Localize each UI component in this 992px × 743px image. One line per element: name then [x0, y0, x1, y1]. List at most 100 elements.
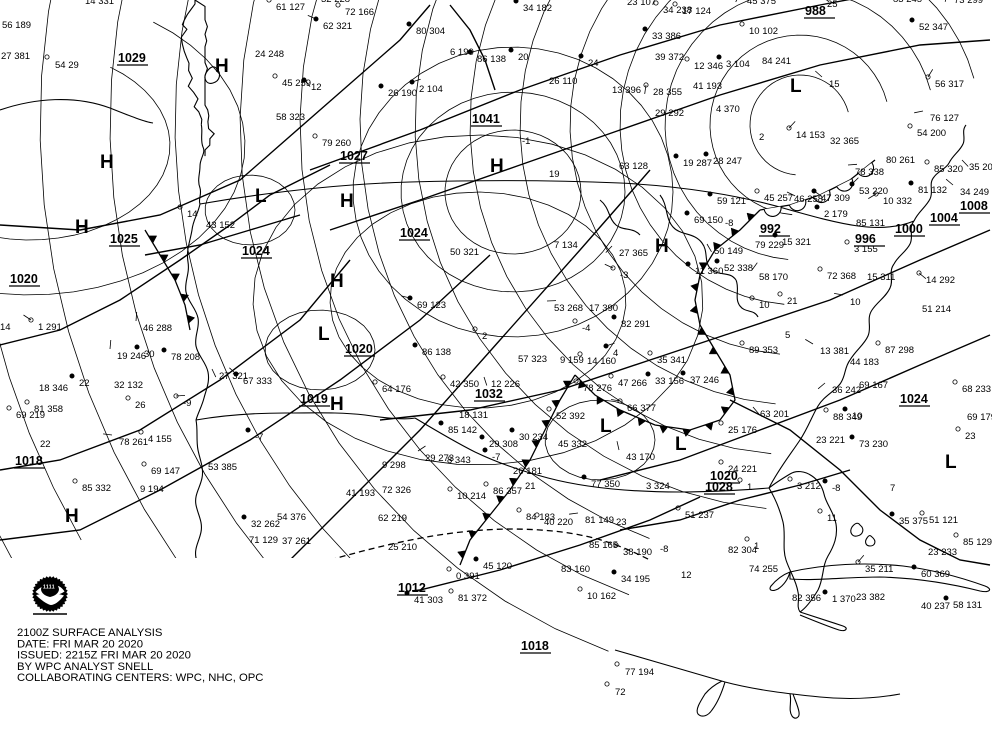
svg-text:1111: 1111: [43, 585, 55, 591]
svg-text:1020: 1020: [345, 342, 373, 356]
svg-text:56 189: 56 189: [2, 20, 31, 31]
svg-text:66 377: 66 377: [627, 403, 656, 414]
svg-text:2: 2: [482, 331, 487, 342]
svg-text:9 194: 9 194: [140, 484, 164, 495]
svg-text:H: H: [340, 191, 354, 212]
svg-text:L: L: [945, 452, 957, 473]
svg-text:72 326: 72 326: [382, 485, 411, 496]
svg-text:50 149: 50 149: [714, 246, 743, 257]
svg-text:56 317: 56 317: [935, 79, 964, 90]
svg-text:10: 10: [759, 300, 770, 311]
svg-text:12 346: 12 346: [694, 61, 723, 72]
svg-text:29 308: 29 308: [489, 439, 518, 450]
svg-text:13 381: 13 381: [820, 346, 849, 357]
svg-text:1024: 1024: [900, 392, 928, 406]
svg-text:51 237: 51 237: [685, 510, 714, 521]
svg-text:1008: 1008: [960, 199, 988, 213]
svg-text:24: 24: [588, 58, 599, 69]
svg-text:53 268: 53 268: [554, 303, 583, 314]
svg-text:22: 22: [40, 439, 51, 450]
svg-text:58 170: 58 170: [759, 272, 788, 283]
svg-text:78 276: 78 276: [583, 383, 612, 394]
svg-text:18 131: 18 131: [459, 410, 488, 421]
svg-text:10 162: 10 162: [587, 591, 616, 602]
svg-text:1024: 1024: [400, 226, 428, 240]
svg-text:29 292: 29 292: [655, 108, 684, 119]
svg-text:43 170: 43 170: [626, 452, 655, 463]
svg-text:59 121: 59 121: [717, 196, 746, 207]
svg-text:45 375: 45 375: [747, 0, 776, 7]
svg-text:1004: 1004: [930, 211, 958, 225]
svg-text:-4: -4: [582, 323, 590, 334]
svg-text:43 152: 43 152: [206, 220, 235, 231]
svg-text:26 181: 26 181: [513, 466, 542, 477]
svg-text:71 129: 71 129: [249, 535, 278, 546]
svg-text:81 358: 81 358: [34, 404, 63, 415]
svg-text:45 332: 45 332: [558, 439, 587, 450]
svg-text:32 262: 32 262: [251, 519, 280, 530]
svg-text:12: 12: [681, 570, 692, 581]
svg-text:80 304: 80 304: [416, 26, 445, 37]
svg-text:14 292: 14 292: [926, 275, 955, 286]
svg-text:38 190: 38 190: [623, 547, 652, 558]
svg-text:13 396: 13 396: [612, 85, 641, 96]
svg-text:26 110: 26 110: [549, 76, 577, 87]
svg-text:33 386: 33 386: [652, 31, 681, 42]
svg-text:20: 20: [518, 52, 529, 63]
svg-text:COLLABORATING CENTERS: WPC, NH: COLLABORATING CENTERS: WPC, NHC, OPC: [17, 672, 263, 684]
svg-text:-8: -8: [832, 483, 840, 494]
svg-text:47 309: 47 309: [821, 193, 850, 204]
svg-text:2100Z SURFACE ANALYSIS: 2100Z SURFACE ANALYSIS: [17, 627, 163, 639]
svg-text:86 357: 86 357: [493, 486, 522, 497]
svg-text:57 323: 57 323: [518, 354, 547, 365]
svg-text:11 360: 11 360: [695, 266, 723, 277]
svg-text:50 321: 50 321: [450, 247, 479, 258]
svg-text:73 299: 73 299: [954, 0, 983, 6]
svg-text:H: H: [655, 236, 669, 257]
svg-text:61 127: 61 127: [276, 2, 305, 13]
svg-text:H: H: [100, 152, 114, 173]
svg-text:69 147: 69 147: [151, 466, 180, 477]
svg-text:23 382: 23 382: [856, 592, 885, 603]
svg-text:79 229: 79 229: [755, 240, 784, 251]
svg-text:14 160: 14 160: [587, 356, 616, 367]
svg-text:89 353: 89 353: [749, 345, 778, 356]
svg-text:2 179: 2 179: [824, 209, 848, 220]
svg-text:53 385: 53 385: [208, 462, 237, 473]
svg-text:25: 25: [827, 0, 838, 10]
svg-text:17 124: 17 124: [682, 6, 711, 17]
svg-text:44 183: 44 183: [850, 357, 879, 368]
svg-text:72: 72: [615, 687, 626, 698]
svg-text:34 195: 34 195: [621, 574, 650, 585]
svg-text:45 257: 45 257: [764, 193, 793, 204]
svg-text:37 246: 37 246: [690, 375, 719, 386]
svg-text:63 201: 63 201: [760, 409, 789, 420]
svg-text:4 370: 4 370: [716, 104, 740, 115]
svg-text:28 355: 28 355: [653, 87, 682, 98]
svg-text:1012: 1012: [398, 581, 426, 595]
svg-text:32 132: 32 132: [114, 380, 143, 391]
svg-text:1020: 1020: [10, 272, 38, 286]
svg-text:84 241: 84 241: [762, 56, 791, 67]
svg-text:46 258: 46 258: [794, 194, 823, 205]
svg-text:10 332: 10 332: [883, 196, 912, 207]
svg-text:35 375: 35 375: [899, 516, 928, 527]
svg-text:-8: -8: [660, 544, 668, 555]
svg-text:-1: -1: [522, 136, 530, 147]
svg-text:85 142: 85 142: [448, 425, 477, 436]
svg-text:11: 11: [827, 513, 837, 524]
svg-text:87 298: 87 298: [885, 345, 914, 356]
svg-text:0 391: 0 391: [456, 571, 480, 582]
svg-text:2: 2: [759, 132, 764, 143]
svg-text:3 324: 3 324: [646, 481, 670, 492]
svg-text:74 255: 74 255: [749, 564, 778, 575]
svg-text:35 211: 35 211: [865, 564, 893, 575]
svg-text:30 234: 30 234: [519, 432, 548, 443]
svg-text:-9: -9: [183, 398, 191, 409]
svg-text:L: L: [675, 434, 687, 455]
svg-text:1018: 1018: [15, 454, 43, 468]
svg-text:72 368: 72 368: [827, 271, 856, 282]
svg-text:86 138: 86 138: [422, 347, 451, 358]
svg-text:1027: 1027: [340, 149, 368, 163]
svg-text:85 320: 85 320: [934, 164, 963, 175]
